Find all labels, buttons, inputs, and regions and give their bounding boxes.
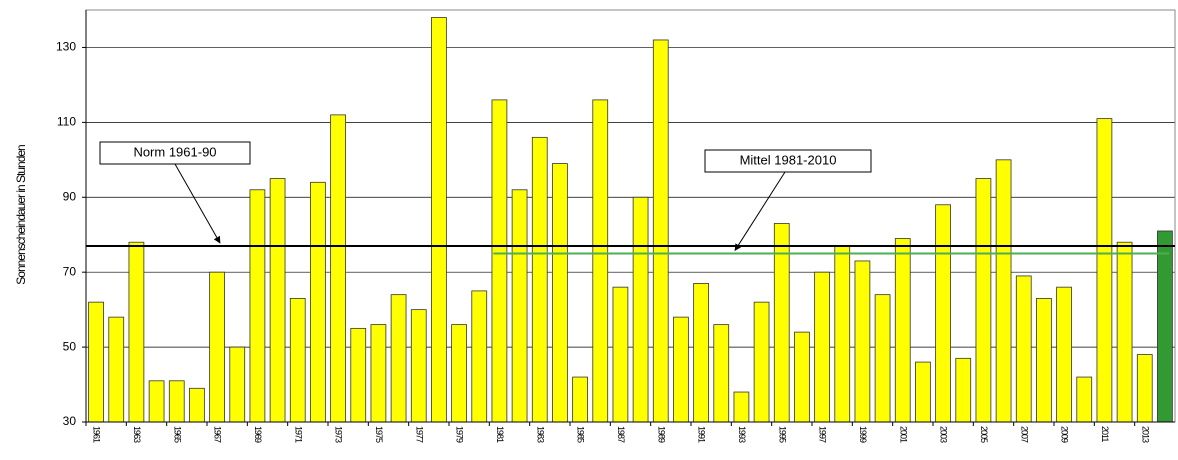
bar: [693, 283, 709, 423]
x-tick-label: 1979: [455, 426, 465, 443]
annotation-label: Mittel 1981-2010: [740, 152, 837, 167]
bar: [652, 39, 669, 423]
bar: [108, 316, 125, 423]
bar: [410, 309, 427, 423]
bar: [794, 331, 810, 423]
x-tick-label: 1995: [777, 426, 787, 443]
bar: [269, 178, 286, 423]
bar: [471, 290, 488, 423]
x-tick-label: 2009: [1060, 426, 1070, 443]
bar: [330, 114, 346, 423]
bar: [814, 271, 830, 423]
x-tick-label: 1993: [737, 426, 747, 443]
x-tick-label: 1997: [818, 426, 828, 443]
bar: [511, 189, 528, 423]
bar: [1056, 286, 1072, 423]
x-tick-label: 1981: [495, 426, 505, 443]
x-tick-label: 1987: [616, 426, 626, 443]
bar: [733, 391, 750, 423]
bar: [491, 99, 508, 423]
x-tick-label: 2001: [898, 426, 908, 443]
x-tick-label: 1969: [253, 426, 263, 443]
bar: [552, 163, 568, 423]
bar: [148, 380, 165, 423]
x-tick-label: 1975: [374, 426, 384, 443]
bar: [128, 241, 145, 423]
bar: [915, 361, 931, 423]
bar: [1136, 354, 1153, 423]
y-tick-label: 110: [57, 115, 76, 129]
bar: [451, 324, 467, 423]
x-tick-label: 1965: [172, 426, 182, 443]
x-tick-label: 1983: [535, 426, 545, 443]
x-tick-label: 1991: [697, 426, 707, 443]
bar: [1036, 297, 1052, 423]
bar: [935, 204, 951, 423]
bar: [390, 294, 407, 423]
bar: [431, 17, 447, 423]
bar: [310, 181, 326, 423]
bar: [612, 286, 629, 423]
y-tick-label: 70: [63, 264, 77, 278]
y-tick-label: 50: [63, 339, 77, 353]
annotation-arrow: [734, 171, 786, 252]
bar: [189, 387, 205, 423]
bar: [531, 136, 548, 423]
y-tick-label: 30: [63, 414, 77, 428]
x-tick-label: 1967: [213, 426, 223, 443]
bar: [88, 301, 104, 423]
x-tick-label: 2005: [979, 426, 989, 443]
x-tick-label: 1971: [293, 426, 303, 443]
bar: [753, 301, 770, 423]
bar: [1076, 376, 1093, 423]
x-tick-label: 2003: [939, 426, 949, 443]
bar: [289, 297, 306, 423]
bar: [1015, 275, 1032, 423]
bar: [209, 271, 225, 423]
bar: [370, 324, 387, 423]
x-tick-label: 1961: [92, 426, 102, 443]
bar: [894, 238, 911, 423]
plot-frame: [85, 9, 1176, 423]
bar: [1096, 118, 1113, 423]
x-tick-label: 1999: [858, 426, 868, 443]
x-tick-label: 2011: [1100, 426, 1110, 442]
bar: [1116, 241, 1133, 423]
x-tick-label: 1989: [656, 426, 666, 443]
bar: [995, 159, 1012, 423]
annotation-box: [704, 149, 872, 173]
y-tick-label: 130: [56, 40, 76, 54]
x-tick-label: 1973: [334, 426, 344, 443]
annotation-arrow: [174, 163, 221, 244]
x-tick-label: 1963: [132, 426, 142, 443]
bar: [1157, 230, 1173, 423]
bar: [955, 357, 972, 423]
bar: [572, 376, 588, 423]
x-tick-label: 1985: [576, 426, 586, 443]
bar: [874, 294, 891, 423]
x-tick-label: 2013: [1140, 426, 1150, 443]
bar: [834, 245, 851, 423]
annotation-label: Norm 1961-90: [133, 144, 216, 159]
bar: [713, 324, 730, 423]
bar: [632, 196, 649, 423]
bar: [229, 346, 246, 423]
bar: [168, 380, 185, 423]
bar: [249, 189, 266, 423]
y-tick-label: 90: [63, 189, 77, 203]
x-tick-label: 2007: [1019, 426, 1029, 443]
bar: [592, 99, 609, 423]
bar: [673, 316, 689, 423]
bar: [350, 327, 367, 423]
bar: [975, 178, 992, 423]
bar: [854, 260, 871, 423]
x-tick-label: 1977: [414, 426, 424, 443]
y-axis-label: Sonnenscheindauer in Stunden: [14, 145, 28, 285]
